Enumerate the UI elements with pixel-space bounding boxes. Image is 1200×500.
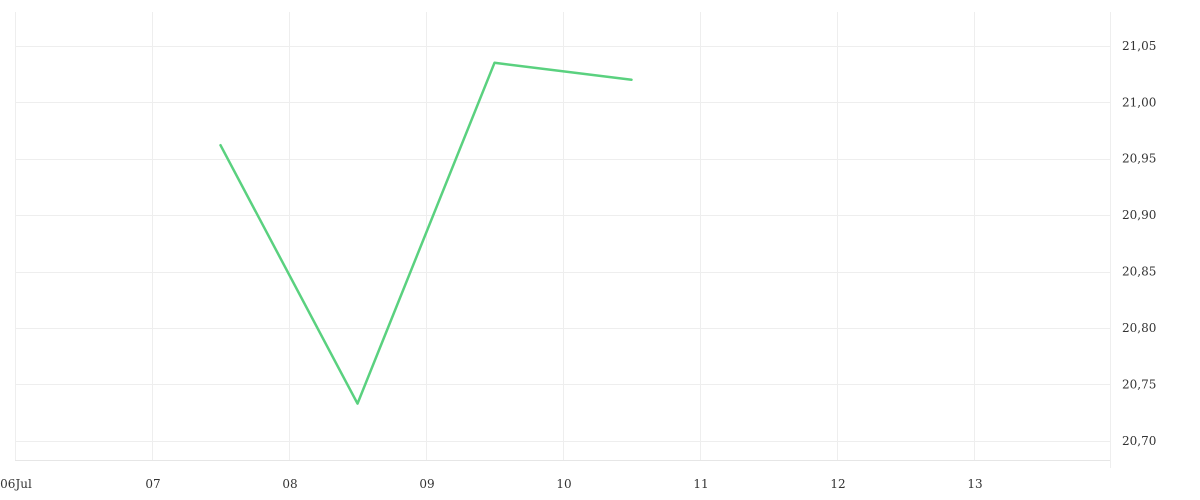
y-tick-label: 20,80 [1122, 321, 1156, 335]
y-tick-label: 20,90 [1122, 208, 1156, 222]
y-tick-label: 20,75 [1122, 377, 1156, 391]
x-tick-label: 08 [282, 477, 297, 491]
y-axis-tick-labels: 20,70 20,75 20,80 20,85 20,90 20,95 21,00 21,05 [1122, 39, 1156, 448]
y-tick-label: 20,95 [1122, 152, 1156, 166]
y-tick-label: 21,00 [1122, 95, 1156, 109]
y-tick-label: 20,85 [1122, 265, 1156, 279]
x-tick-label: 06Jul [0, 477, 32, 491]
grid [15, 12, 1110, 460]
series [219, 61, 633, 405]
y-tick-label: 20,70 [1122, 434, 1156, 448]
y-tick-label: 21,05 [1122, 39, 1156, 53]
x-axis-tick-labels: 06Jul 07 08 09 10 11 12 13 [0, 477, 982, 491]
x-tick-label: 11 [693, 477, 708, 491]
x-tick-label: 09 [419, 477, 434, 491]
x-tick-label: 10 [556, 477, 571, 491]
x-tick-label: 12 [830, 477, 845, 491]
x-tick-label: 07 [145, 477, 160, 491]
axes [15, 12, 1111, 468]
x-tick-label: 13 [967, 477, 982, 491]
series-line [219, 61, 633, 405]
